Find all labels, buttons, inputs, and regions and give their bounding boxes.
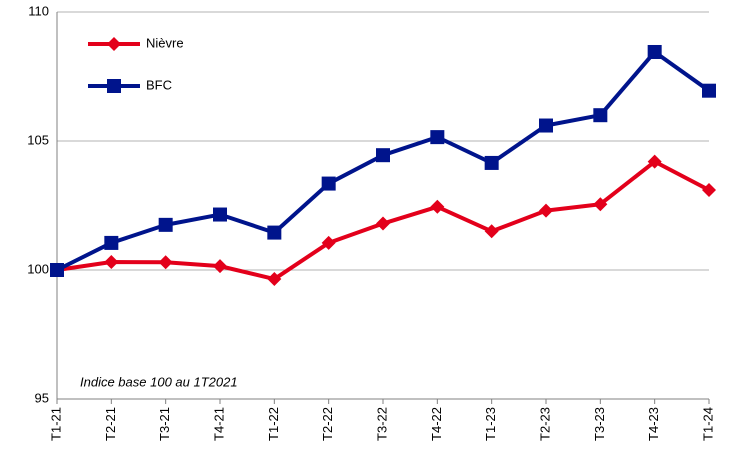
x-tick-label: T3-21 xyxy=(157,407,172,441)
x-tick-label: T1-22 xyxy=(266,407,281,441)
data-point xyxy=(267,272,282,287)
x-tick-label: T3-22 xyxy=(374,407,389,441)
x-tick-label: T1-24 xyxy=(700,407,715,441)
data-point xyxy=(213,207,227,222)
x-tick-label: T2-22 xyxy=(320,407,335,441)
x-tick-label: T1-21 xyxy=(48,407,63,441)
data-point xyxy=(430,130,445,145)
data-point xyxy=(484,224,499,239)
legend-marker xyxy=(107,79,121,93)
x-tick-label: T2-23 xyxy=(537,407,552,441)
data-point xyxy=(104,235,119,250)
data-point xyxy=(158,255,173,270)
legend-label: Nièvre xyxy=(146,35,184,50)
data-point xyxy=(50,263,64,277)
x-tick-label: T4-23 xyxy=(646,407,661,441)
data-point xyxy=(267,225,282,240)
data-point xyxy=(647,44,662,59)
data-point xyxy=(376,148,390,163)
y-tick-label: 100 xyxy=(27,261,49,276)
data-point xyxy=(593,197,608,212)
data-point xyxy=(702,83,716,98)
data-point xyxy=(702,183,716,198)
x-tick-label: T2-21 xyxy=(103,407,118,441)
legend-marker xyxy=(107,37,121,51)
data-point xyxy=(539,118,553,133)
legend-label: BFC xyxy=(146,77,172,92)
data-point xyxy=(321,235,336,250)
data-point xyxy=(104,255,119,270)
data-point xyxy=(647,154,662,169)
x-tick-label: T3-23 xyxy=(592,407,607,441)
data-point xyxy=(484,155,499,170)
data-point xyxy=(593,108,608,123)
y-tick-label: 95 xyxy=(35,390,49,405)
data-point xyxy=(321,176,336,191)
x-tick-label: T1-23 xyxy=(483,407,498,441)
data-point xyxy=(376,216,390,231)
y-tick-label: 110 xyxy=(28,3,49,18)
annotation: Indice base 100 au 1T2021 xyxy=(80,374,238,389)
data-point xyxy=(430,199,445,214)
data-point xyxy=(213,259,227,274)
x-tick-label: T4-22 xyxy=(429,407,444,441)
y-tick-label: 105 xyxy=(27,132,49,147)
x-tick-label: T4-21 xyxy=(211,407,226,441)
data-point xyxy=(158,217,173,232)
data-point xyxy=(539,203,553,218)
